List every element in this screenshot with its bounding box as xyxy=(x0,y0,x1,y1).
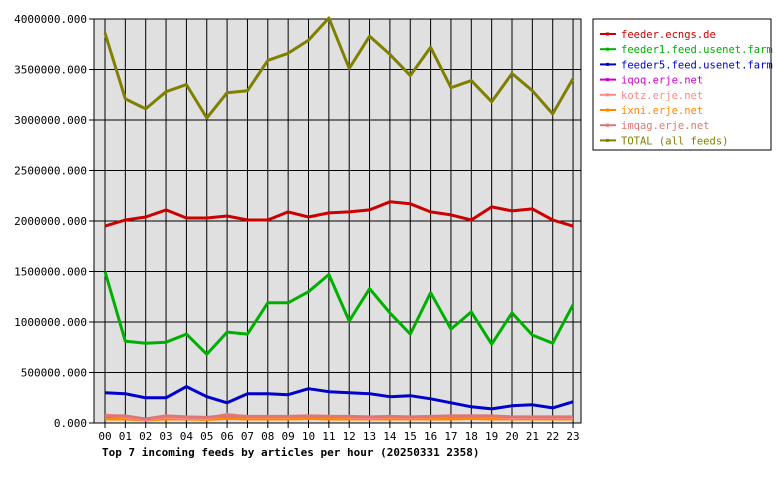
series-line-feeder-ecngs-de xyxy=(104,200,574,228)
x-tick-label: 21 xyxy=(526,430,539,443)
series-line-feeder5-feed-usenet-farm xyxy=(104,385,574,411)
series-line-feeder1-feed-usenet-farm xyxy=(103,271,575,356)
x-tick-label: 05 xyxy=(200,430,213,443)
legend-label: feeder5.feed.usenet.farm xyxy=(621,59,773,71)
x-tick-label: 11 xyxy=(322,430,335,443)
x-tick-label: 08 xyxy=(261,430,274,443)
legend-marker xyxy=(606,47,609,51)
x-tick-label: 16 xyxy=(424,430,437,443)
horizontal-grid xyxy=(94,18,581,424)
legend-marker xyxy=(606,32,609,36)
legend-label: kotz.erje.net xyxy=(621,90,703,102)
y-tick-label: 3000000.000 xyxy=(14,114,87,127)
legend-label: imqag.erje.net xyxy=(621,120,710,132)
y-tick-label: 2500000.000 xyxy=(14,165,87,178)
x-tick-label: 22 xyxy=(546,430,559,443)
x-tick-label: 10 xyxy=(302,430,315,443)
chart-title: Top 7 incoming feeds by articles per hou… xyxy=(102,446,480,459)
series-lines xyxy=(103,16,575,422)
x-tick-label: 09 xyxy=(282,430,295,443)
x-tick-label: 06 xyxy=(220,430,233,443)
x-tick-label: 19 xyxy=(485,430,498,443)
y-tick-label: 500000.000 xyxy=(21,367,87,380)
y-tick-label: 1000000.000 xyxy=(14,316,87,329)
x-axis-ticks: 00 01 02 03 04 05 06 07 08 09 10 11 12 13 14 15 16 17 18 19… xyxy=(98,423,580,443)
x-tick-label: 12 xyxy=(343,430,356,443)
x-tick-label: 07 xyxy=(241,430,254,443)
y-tick-label: 4000000.000 xyxy=(14,13,87,26)
y-tick-label: 3500000.000 xyxy=(14,64,87,77)
series-line-total-all-feeds- xyxy=(103,16,575,120)
series-line-imqag-erje-net xyxy=(105,413,573,421)
legend-label: feeder1.feed.usenet.farm xyxy=(621,44,773,56)
legend-label: TOTAL (all feeds) xyxy=(621,135,728,147)
y-tick-label: 1500000.000 xyxy=(14,266,87,279)
x-tick-label: 14 xyxy=(383,430,397,443)
x-tick-label: 17 xyxy=(444,430,457,443)
legend-marker xyxy=(606,62,609,66)
x-tick-label: 23 xyxy=(566,430,579,443)
legend-marker xyxy=(606,123,609,127)
x-tick-label: 20 xyxy=(505,430,518,443)
x-tick-label: 02 xyxy=(139,430,152,443)
legend-label: iqoq.erje.net xyxy=(621,75,703,87)
legend-box xyxy=(592,18,772,151)
x-tick-label: 15 xyxy=(404,430,417,443)
x-tick-label: 13 xyxy=(363,430,376,443)
legend-marker xyxy=(606,93,609,97)
legend: feeder.ecngs.de feeder1.feed.usenet.farm f… xyxy=(592,18,773,151)
x-tick-label: 03 xyxy=(159,430,172,443)
y-tick-label: 0.000 xyxy=(54,417,87,430)
legend-marker xyxy=(606,108,609,112)
legend-label: ixni.erje.net xyxy=(621,105,703,117)
y-axis-ticks: 0.000 500000.000 1000000.000 1500000.000 200… xyxy=(14,13,94,430)
legend-label: feeder.ecngs.de xyxy=(621,29,716,41)
legend-marker xyxy=(606,138,609,142)
legend-marker xyxy=(606,78,609,82)
x-tick-label: 04 xyxy=(180,430,194,443)
y-tick-label: 2000000.000 xyxy=(14,215,87,228)
x-tick-label: 18 xyxy=(465,430,478,443)
x-tick-label: 01 xyxy=(119,430,132,443)
x-tick-label: 00 xyxy=(98,430,111,443)
